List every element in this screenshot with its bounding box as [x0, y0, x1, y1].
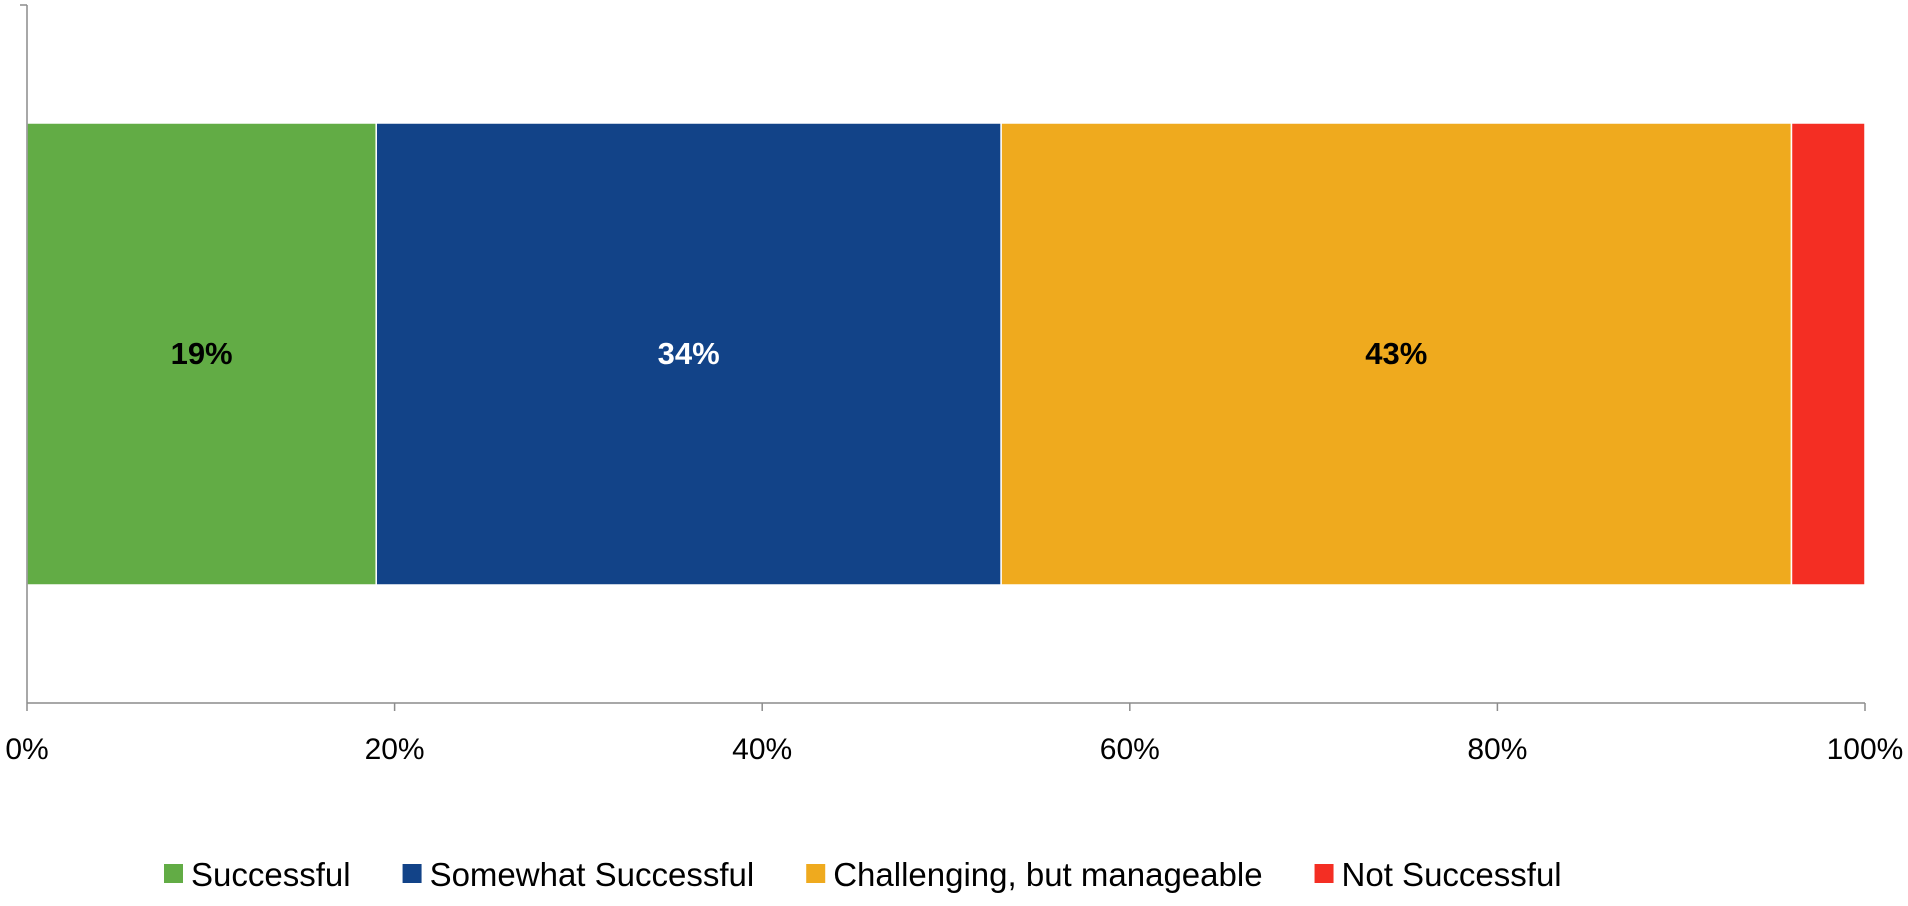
data-label: 43%: [1365, 336, 1427, 371]
bar-segment-challenging-but-manageable: [1000, 122, 1793, 586]
legend-swatch: [164, 864, 183, 883]
x-tick-label: 80%: [1467, 733, 1527, 766]
x-tick-label: 0%: [5, 733, 48, 766]
legend-swatch: [806, 864, 826, 883]
bar-segment-not-successful: [1790, 122, 1866, 586]
bar-segment-successful: [26, 122, 377, 586]
data-label: 19%: [171, 336, 233, 371]
legend-label: Somewhat Successful: [430, 856, 755, 893]
legend-swatch: [402, 864, 422, 883]
bar-segment-somewhat-successful: [375, 122, 1002, 586]
x-tick-label: 20%: [365, 733, 425, 766]
legend-swatch: [1314, 864, 1334, 883]
data-label: 34%: [658, 336, 720, 371]
x-tick-label: 60%: [1100, 733, 1160, 766]
x-tick-label: 100%: [1827, 733, 1904, 766]
x-tick-label: 40%: [732, 733, 792, 766]
legend-label: Challenging, but manageable: [833, 856, 1262, 893]
legend-label: Successful: [191, 856, 351, 893]
legend-label: Not Successful: [1342, 856, 1562, 893]
